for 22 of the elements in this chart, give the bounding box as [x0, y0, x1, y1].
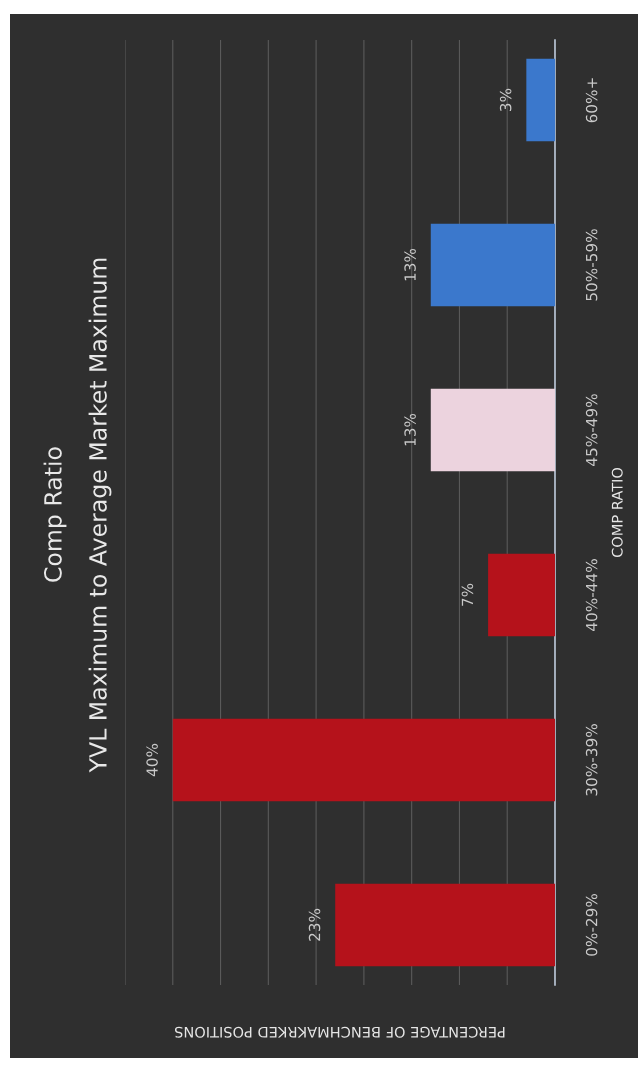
bar: [172, 718, 555, 802]
y-axis-title: COMP RATIO: [611, 467, 623, 558]
data-label: 13%: [404, 413, 416, 446]
text: Comp Ratio: [43, 447, 67, 582]
y-tick-label: 30%-39%: [585, 724, 598, 796]
text: YVL Maximum to Average Market Maximum: [88, 258, 112, 773]
data-label: 13%: [404, 248, 416, 281]
bar: [526, 58, 555, 142]
y-tick-label: 60%+: [585, 78, 598, 123]
y-tick-label: 50%-59%: [585, 229, 598, 301]
data-label: 23%: [308, 908, 321, 941]
bar: [430, 388, 555, 472]
data-label: 3%: [499, 88, 512, 112]
data-label: 7%: [461, 583, 474, 606]
bar: [488, 553, 555, 637]
y-tick-label: 45%-49%: [585, 394, 598, 466]
y-tick-label: 40%-44%: [585, 559, 598, 631]
bar: [335, 883, 555, 967]
y-tick-label: 0%-29%: [585, 893, 598, 956]
data-label: 40%: [146, 743, 158, 777]
bar: [430, 223, 555, 307]
x-axis-title: PERCENTAGE OF BENCHMAKRKED POSITIONS: [174, 1026, 505, 1038]
